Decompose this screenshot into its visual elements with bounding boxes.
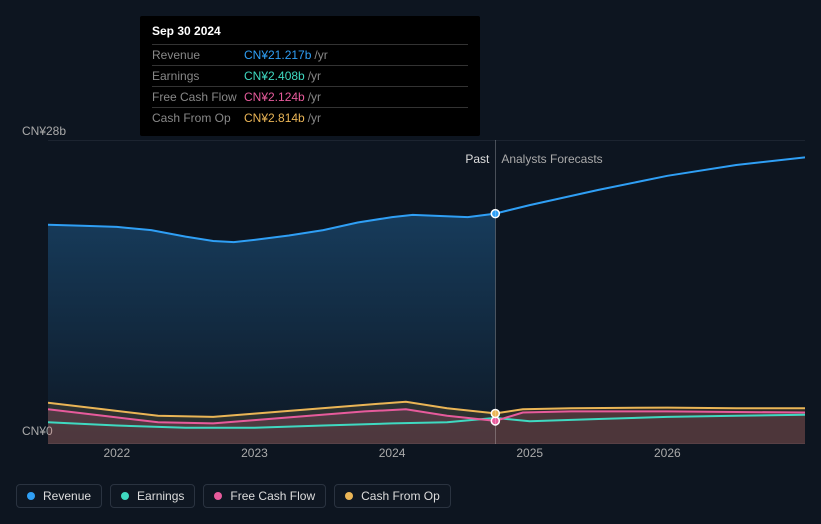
region-label-forecast: Analysts Forecasts xyxy=(501,152,602,166)
tooltip-row: RevenueCN¥21.217b /yr xyxy=(152,44,468,65)
x-tick: 2022 xyxy=(103,446,130,460)
tooltip-row-unit: /yr xyxy=(308,111,321,125)
tooltip-row-unit: /yr xyxy=(308,69,321,83)
tooltip-row-value: CN¥2.408b xyxy=(244,69,305,83)
tooltip-row: Free Cash FlowCN¥2.124b /yr xyxy=(152,86,468,107)
legend: Revenue Earnings Free Cash Flow Cash From O… xyxy=(16,484,451,508)
tooltip-row-value: CN¥21.217b xyxy=(244,48,311,62)
hover-tooltip: Sep 30 2024 RevenueCN¥21.217b /yrEarning… xyxy=(140,16,480,136)
tooltip-rows: RevenueCN¥21.217b /yrEarningsCN¥2.408b /… xyxy=(152,44,468,128)
x-tick: 2024 xyxy=(379,446,406,460)
legend-item-label: Revenue xyxy=(43,489,91,503)
legend-item-fcf[interactable]: Free Cash Flow xyxy=(203,484,326,508)
x-axis-ticks: 2022 2023 2024 2025 2026 xyxy=(48,446,805,464)
legend-item-earnings[interactable]: Earnings xyxy=(110,484,195,508)
legend-item-revenue[interactable]: Revenue xyxy=(16,484,102,508)
legend-item-label: Earnings xyxy=(137,489,184,503)
region-label-past: Past xyxy=(465,152,489,166)
tooltip-row-unit: /yr xyxy=(314,48,327,62)
tooltip-row-unit: /yr xyxy=(308,90,321,104)
past-forecast-divider xyxy=(495,140,496,444)
chart-container: Sep 30 2024 RevenueCN¥21.217b /yrEarning… xyxy=(0,0,821,524)
y-axis-max-label: CN¥28b xyxy=(22,124,66,138)
tooltip-row-value: CN¥2.124b xyxy=(244,90,305,104)
legend-dot-icon xyxy=(121,492,129,500)
legend-dot-icon xyxy=(345,492,353,500)
tooltip-row: Cash From OpCN¥2.814b /yr xyxy=(152,107,468,128)
legend-item-label: Free Cash Flow xyxy=(230,489,315,503)
chart-plot-area[interactable]: Past Analysts Forecasts xyxy=(48,140,805,444)
x-tick: 2026 xyxy=(654,446,681,460)
legend-dot-icon xyxy=(27,492,35,500)
tooltip-row-value: CN¥2.814b xyxy=(244,111,305,125)
x-tick: 2025 xyxy=(516,446,543,460)
x-tick: 2023 xyxy=(241,446,268,460)
tooltip-date: Sep 30 2024 xyxy=(152,24,468,44)
legend-dot-icon xyxy=(214,492,222,500)
tooltip-row: EarningsCN¥2.408b /yr xyxy=(152,65,468,86)
legend-item-cfo[interactable]: Cash From Op xyxy=(334,484,451,508)
legend-item-label: Cash From Op xyxy=(361,489,440,503)
tooltip-row-label: Cash From Op xyxy=(152,111,244,125)
tooltip-row-label: Revenue xyxy=(152,48,244,62)
tooltip-row-label: Earnings xyxy=(152,69,244,83)
chart-svg xyxy=(48,140,805,444)
tooltip-row-label: Free Cash Flow xyxy=(152,90,244,104)
